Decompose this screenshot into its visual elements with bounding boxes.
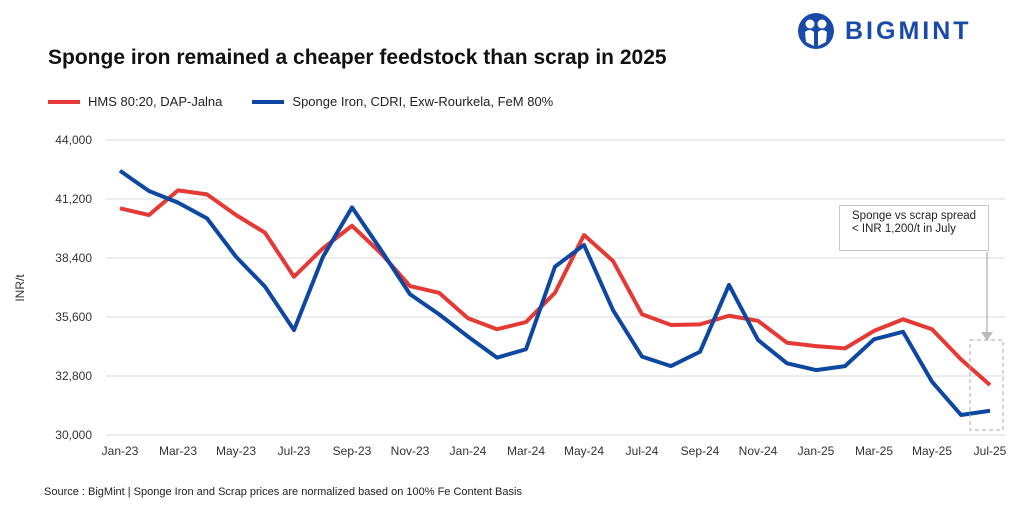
legend-item-sponge: Sponge Iron, CDRI, Exw-Rourkela, FeM 80% [252, 94, 553, 109]
legend-swatch [48, 99, 80, 104]
bigmint-logo: BIGMINT [797, 12, 972, 50]
legend-label: HMS 80:20, DAP-Jalna [88, 94, 223, 109]
y-tick-label: 44,000 [55, 133, 92, 147]
x-tick-label: May-24 [564, 444, 604, 458]
highlight-box [969, 339, 1004, 431]
source-note: Source : BigMint | Sponge Iron and Scrap… [44, 486, 522, 498]
y-tick-label: 32,800 [55, 369, 92, 383]
x-tick-label: Nov-23 [391, 444, 430, 458]
x-tick-label: Jan-24 [450, 444, 487, 458]
legend-swatch [252, 99, 285, 104]
y-tick-label: 30,000 [55, 428, 92, 442]
x-tick-label: May-23 [216, 444, 256, 458]
x-tick-label: Jan-25 [798, 444, 835, 458]
x-tick-label: May-25 [912, 444, 952, 458]
legend: HMS 80:20, DAP-Jalna Sponge Iron, CDRI, … [48, 94, 553, 109]
x-tick-label: Jan-23 [102, 444, 139, 458]
x-tick-label: Jul-25 [974, 444, 1007, 458]
x-tick-label: Sep-24 [681, 444, 720, 458]
y-tick-label: 41,200 [55, 192, 92, 206]
x-tick-label: Jul-24 [626, 444, 659, 458]
annotation-line1: Sponge vs scrap spread [852, 210, 977, 222]
legend-item-hms: HMS 80:20, DAP-Jalna [48, 94, 222, 109]
bigmint-logo-icon [798, 13, 834, 49]
x-tick-label: Mar-23 [159, 444, 197, 458]
series-line-0 [119, 188, 992, 387]
annotation-line2: < INR 1,200/t in July [852, 223, 956, 235]
series-line-1 [118, 169, 991, 417]
x-tick-label: Jul-23 [278, 444, 311, 458]
y-tick-label: 35,600 [55, 310, 92, 324]
legend-label: Sponge Iron, CDRI, Exw-Rourkela, FeM 80% [292, 94, 554, 109]
x-tick-label: Mar-25 [855, 444, 893, 458]
arrow-head-icon [981, 332, 993, 341]
chart-title: Sponge iron remained a cheaper feedstock… [48, 46, 667, 69]
x-tick-label: Nov-24 [739, 444, 778, 458]
y-tick-label: 38,400 [55, 251, 92, 265]
annotation-box: Sponge vs scrap spread < INR 1,200/t in … [839, 205, 989, 251]
x-tick-label: Mar-24 [507, 444, 545, 458]
x-tick-label: Sep-23 [333, 444, 372, 458]
logo-text: BIGMINT [845, 16, 972, 45]
y-axis-label: INR/t [13, 274, 27, 302]
